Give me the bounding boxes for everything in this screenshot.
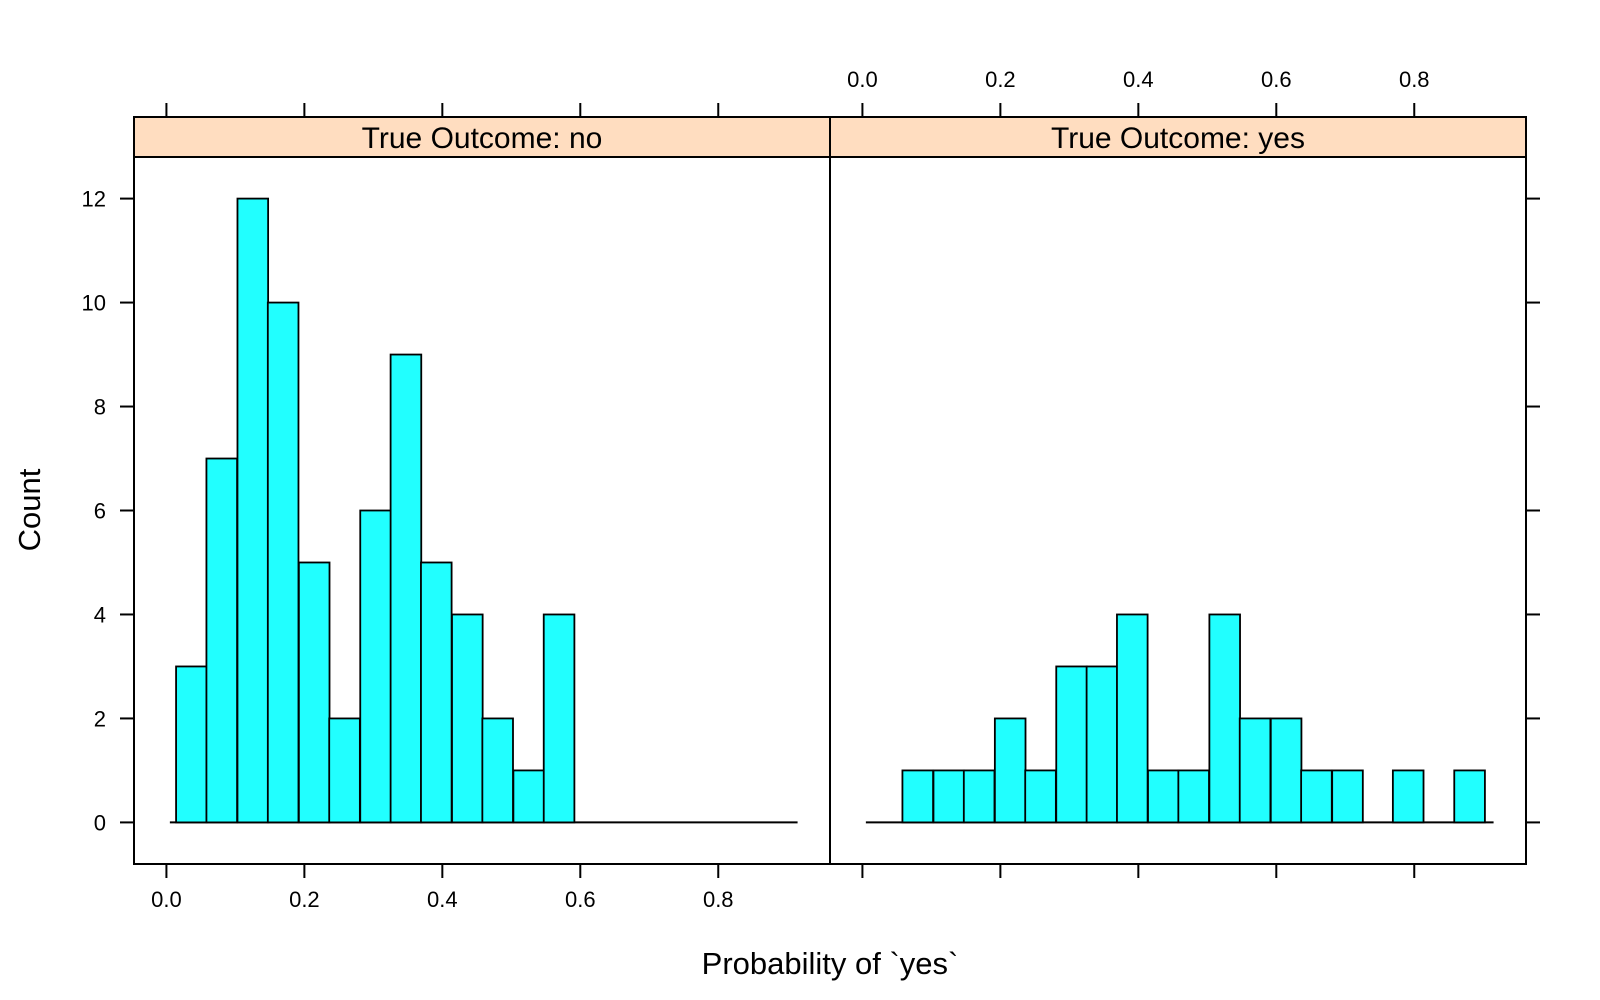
x-tick-label-top: 0.6 (1261, 67, 1292, 92)
histogram-bar (1177, 769, 1210, 824)
histogram-bar (328, 717, 361, 824)
strip-label: True Outcome: yes (1051, 122, 1305, 155)
histogram-bar (236, 197, 270, 824)
histogram-bar (205, 457, 238, 824)
histogram-bar (359, 509, 392, 824)
panel-1: True Outcome: no (133, 116, 831, 865)
panel-frame (829, 116, 1527, 865)
x-tick-label: 0.6 (565, 887, 596, 912)
histogram-bar (1116, 613, 1149, 824)
x-tick-label-top: 0.8 (1399, 67, 1430, 92)
chart-panels: True Outcome: no True Outcome: yes (133, 116, 1527, 865)
y-tick-label: 6 (94, 499, 106, 524)
y-tick-label: 2 (94, 706, 106, 731)
strip-label: True Outcome: no (362, 122, 603, 155)
histogram-bar (932, 769, 966, 824)
x-tick-label: 0.4 (427, 887, 458, 912)
x-tick-label-top: 0.4 (1123, 67, 1154, 92)
chart-axes: 0 2 4 6 8 10 12 0.0 0.0 0.2 0.2 0.4 0.4 0.6 0.6 0.8 0.8 (82, 67, 1540, 912)
histogram-bar (451, 613, 484, 824)
histogram-bar (1024, 769, 1057, 824)
y-tick-label: 12 (82, 187, 106, 212)
histogram-bar (1269, 717, 1303, 824)
histogram-bar (1238, 717, 1272, 824)
y-tick-label: 8 (94, 395, 106, 420)
x-tick-label-top: 0.2 (985, 67, 1016, 92)
x-tick-label-top: 0.0 (847, 67, 878, 92)
histogram-bar (962, 769, 996, 824)
x-tick-label: 0.8 (703, 887, 734, 912)
histogram-bar (481, 717, 514, 824)
histogram-bar (1085, 665, 1119, 824)
histogram-bar (1331, 769, 1364, 824)
histogram-bar (512, 769, 545, 824)
y-tick-label: 4 (94, 602, 106, 627)
histogram-bar (1055, 665, 1088, 824)
histogram-bar (1453, 769, 1486, 824)
histogram-bar (993, 717, 1027, 824)
histogram-bar (1147, 769, 1180, 824)
histogram-bar (1208, 613, 1241, 824)
panel-2: True Outcome: yes (829, 116, 1527, 865)
y-tick-label: 10 (82, 291, 106, 316)
histogram-bar (1391, 769, 1425, 824)
histogram-bar (420, 561, 453, 824)
histogram-bar (266, 301, 300, 824)
x-axis-title: Probability of `yes` (702, 946, 959, 981)
histogram-bar (175, 665, 208, 824)
histogram-bar (901, 769, 934, 824)
histogram-bar (542, 613, 576, 824)
histogram-bar (297, 561, 331, 824)
x-tick-label: 0.0 (151, 887, 182, 912)
x-tick-label: 0.2 (289, 887, 320, 912)
histogram-bar (1300, 769, 1333, 824)
y-tick-label: 0 (94, 810, 106, 835)
y-axis-title: Count (12, 468, 47, 551)
histogram-bar (389, 353, 423, 824)
